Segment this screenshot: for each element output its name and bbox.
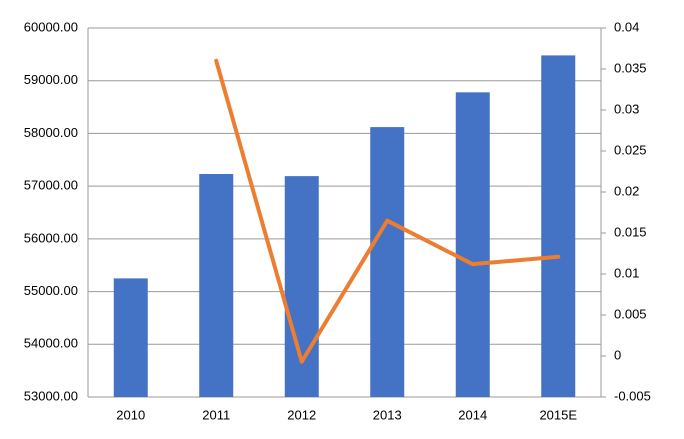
y2-tick-label: 0.01 — [614, 265, 639, 280]
bar — [199, 174, 234, 397]
x-tick-label: 2013 — [373, 407, 402, 422]
y-tick-label: 59000.00 — [24, 72, 78, 87]
y2-tick-label: 0.025 — [614, 142, 647, 157]
y2-tick-label: 0.02 — [614, 183, 639, 198]
y-tick-label: 56000.00 — [24, 230, 78, 245]
y2-tick-label: 0.035 — [614, 60, 647, 75]
y2-tick-label: 0.005 — [614, 306, 647, 321]
y2-tick-label: 0.04 — [614, 19, 639, 34]
y-tick-label: 54000.00 — [24, 336, 78, 351]
x-tick-label: 2010 — [116, 407, 145, 422]
y2-tick-label: 0.015 — [614, 224, 647, 239]
y2-tick-label: -0.005 — [614, 388, 651, 403]
bar — [370, 127, 405, 398]
y2-tick-label: 0.03 — [614, 101, 639, 116]
line — [214, 58, 561, 364]
bar — [284, 176, 319, 397]
x-tick-label: 2014 — [458, 407, 487, 422]
y-tick-label: 57000.00 — [24, 178, 78, 193]
x-tick-label: 2011 — [202, 407, 230, 422]
y-tick-label: 53000.00 — [24, 388, 78, 403]
bar — [455, 92, 490, 397]
x-tick-label: 2015E — [539, 407, 577, 422]
bar — [113, 278, 148, 397]
y-tick-label: 60000.00 — [24, 19, 78, 34]
bar — [541, 55, 576, 397]
y2-tick-label: 0 — [614, 347, 621, 362]
y-tick-label: 58000.00 — [24, 125, 78, 140]
x-tick-label: 2012 — [287, 407, 316, 422]
y-tick-label: 55000.00 — [24, 283, 78, 298]
